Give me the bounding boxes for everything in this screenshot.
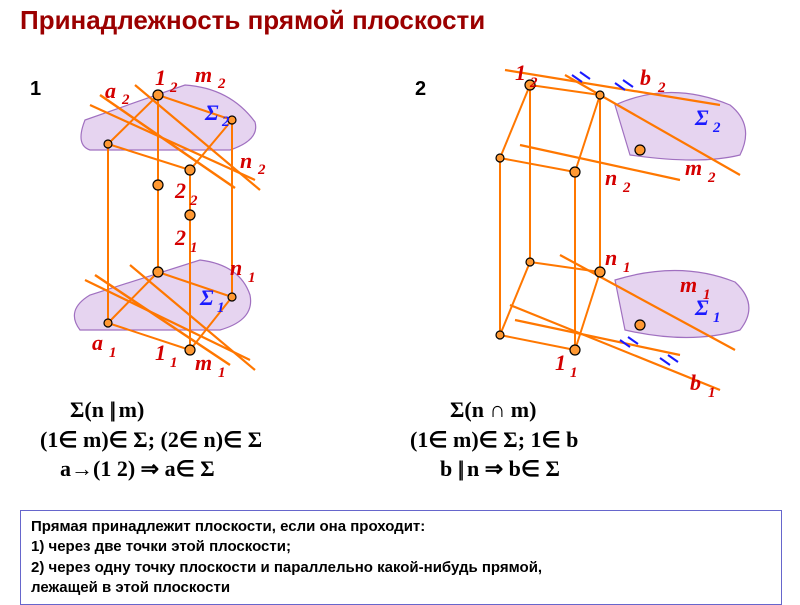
svg-text:2: 2: [707, 170, 716, 186]
figure-1: a2 12 m2 Σ2 n2 22 21 n1 Σ1 a1 11 m1: [74, 62, 266, 381]
svg-text:m: m: [685, 155, 702, 180]
svg-text:Σ: Σ: [204, 100, 219, 125]
formula-2: Σ(n ∩ m) (1∈ m)∈ Σ; 1∈ b b || n ⇒ b∈ Σ: [450, 395, 578, 484]
parallel-symbol-2: ||: [458, 456, 462, 481]
f2-line3: b || n ⇒ b∈ Σ: [440, 454, 578, 484]
svg-text:a: a: [105, 78, 116, 103]
svg-text:m: m: [195, 350, 212, 375]
svg-text:m: m: [680, 272, 697, 297]
formula-1: Σ(n || m) (1∈ m)∈ Σ; (2∈ n)∈ Σ a→(1 2) ⇒…: [70, 395, 262, 484]
parallel-ticks-top: [572, 72, 633, 90]
figure-2: 12 b2 Σ2 m2 n2 n1 m1 Σ1 11 b1: [496, 60, 749, 401]
svg-text:n: n: [605, 245, 617, 270]
svg-text:Σ: Σ: [694, 105, 709, 130]
rule-item2: 2) через одну точку плоскости и параллел…: [31, 559, 542, 576]
parallel-symbol-1: ||: [109, 395, 113, 425]
svg-text:2: 2: [257, 162, 266, 178]
svg-text:1: 1: [217, 300, 225, 316]
svg-text:2: 2: [174, 225, 186, 250]
svg-text:2: 2: [189, 193, 198, 209]
rule-intro: Прямая принадлежит плоскости, если она п…: [31, 518, 425, 535]
svg-text:1: 1: [515, 60, 526, 85]
f1-line1b: m): [119, 397, 145, 422]
svg-text:Σ: Σ: [694, 295, 709, 320]
svg-text:n: n: [230, 255, 242, 280]
svg-text:a: a: [92, 330, 103, 355]
svg-text:2: 2: [174, 178, 186, 203]
svg-text:2: 2: [169, 80, 178, 96]
svg-text:1: 1: [623, 260, 631, 276]
svg-text:1: 1: [155, 65, 166, 90]
page-title: Принадлежность прямой плоскости: [20, 5, 485, 36]
svg-text:2: 2: [221, 114, 230, 130]
f2-line1: Σ(n ∩ m): [450, 395, 578, 425]
svg-text:2: 2: [712, 120, 721, 136]
svg-text:n: n: [605, 165, 617, 190]
svg-text:2: 2: [657, 80, 666, 96]
svg-text:1: 1: [109, 345, 117, 361]
diagrams-svg: a2 12 m2 Σ2 n2 22 21 n1 Σ1 a1 11 m1: [0, 50, 800, 420]
f1-line1: Σ(n: [70, 397, 109, 422]
f1-line2: (1∈ m)∈ Σ; (2∈ n)∈ Σ: [40, 425, 262, 455]
svg-text:1: 1: [570, 365, 578, 381]
rule-item2b: лежащей в этой плоскости: [31, 579, 230, 596]
svg-text:2: 2: [121, 92, 130, 108]
f1-line3: a→(1 2) ⇒ a∈ Σ: [60, 454, 262, 484]
rule-item1: 1) через две точки этой плоскости;: [31, 538, 291, 555]
svg-text:2: 2: [622, 180, 631, 196]
svg-text:1: 1: [555, 350, 566, 375]
svg-text:Σ: Σ: [199, 285, 214, 310]
frame-lines-2: [500, 85, 600, 350]
rule-box: Прямая принадлежит плоскости, если она п…: [20, 510, 782, 605]
f2-line2: (1∈ m)∈ Σ; 1∈ b: [410, 425, 578, 455]
svg-text:1: 1: [190, 240, 198, 256]
svg-text:1: 1: [248, 270, 256, 286]
svg-text:1: 1: [713, 310, 721, 326]
svg-text:1: 1: [170, 355, 178, 371]
svg-text:2: 2: [529, 75, 538, 91]
svg-text:n: n: [240, 148, 252, 173]
svg-text:1: 1: [708, 385, 716, 401]
svg-text:1: 1: [218, 365, 226, 381]
svg-text:b: b: [690, 370, 701, 395]
svg-text:1: 1: [155, 340, 166, 365]
svg-text:b: b: [640, 65, 651, 90]
svg-text:m: m: [195, 62, 212, 87]
svg-text:2: 2: [217, 76, 226, 92]
